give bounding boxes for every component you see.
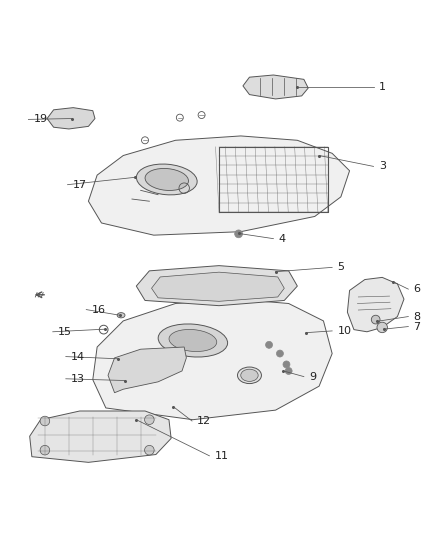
Polygon shape [347,277,404,332]
Polygon shape [47,108,95,129]
Polygon shape [136,265,297,305]
Circle shape [145,446,154,455]
Text: 13: 13 [71,374,85,384]
Polygon shape [152,272,284,301]
Polygon shape [88,136,350,235]
Circle shape [40,446,49,455]
Text: 17: 17 [73,180,87,190]
Circle shape [371,315,380,324]
Polygon shape [243,75,308,99]
Text: 11: 11 [215,451,229,461]
Text: 3: 3 [379,161,386,172]
Text: 8: 8 [413,312,420,321]
Ellipse shape [117,313,125,318]
Circle shape [377,322,388,333]
Text: 6: 6 [413,284,420,294]
Circle shape [145,415,154,424]
Text: 4: 4 [279,233,286,244]
Text: 10: 10 [337,326,351,336]
Ellipse shape [169,329,217,352]
Ellipse shape [136,164,197,195]
Circle shape [40,416,49,426]
Circle shape [265,341,272,349]
Text: 14: 14 [71,352,85,361]
Text: 5: 5 [337,262,344,272]
Text: 7: 7 [413,321,420,332]
Polygon shape [30,411,171,462]
Ellipse shape [158,324,228,357]
Circle shape [283,361,290,368]
Circle shape [285,367,292,375]
Text: 9: 9 [309,372,316,382]
Text: 12: 12 [197,416,212,426]
Circle shape [235,230,243,238]
Polygon shape [93,299,332,419]
Ellipse shape [237,367,261,384]
Circle shape [276,350,283,357]
Polygon shape [108,347,186,393]
Ellipse shape [241,369,258,382]
Text: 16: 16 [92,304,106,314]
Ellipse shape [145,168,188,190]
Text: 19: 19 [34,115,48,124]
Text: 15: 15 [58,327,72,337]
Text: 1: 1 [379,82,386,92]
